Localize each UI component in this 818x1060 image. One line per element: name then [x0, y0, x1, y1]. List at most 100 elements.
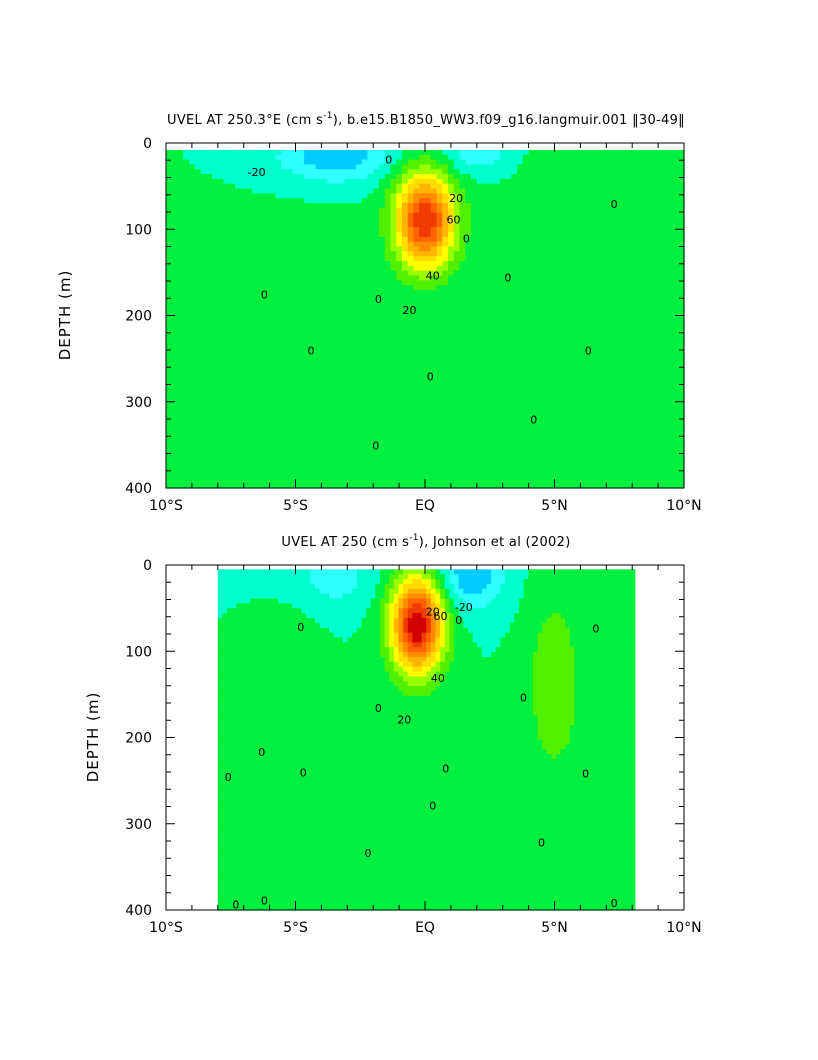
field-cell — [494, 420, 501, 426]
field-cell — [551, 444, 558, 450]
field-cell — [252, 164, 259, 170]
field-cell — [522, 304, 530, 310]
field-cell — [436, 289, 443, 296]
field-cell — [442, 420, 449, 426]
field-cell — [246, 439, 253, 446]
field-cell — [517, 232, 524, 238]
field-cell — [401, 174, 409, 180]
field-cell — [166, 338, 173, 344]
field-cell — [373, 454, 380, 460]
field-cell — [166, 473, 173, 479]
field-cell — [171, 260, 179, 267]
field-cell — [488, 275, 495, 281]
field-cell — [217, 318, 225, 325]
field-cell — [246, 483, 253, 489]
field-cell — [252, 362, 259, 368]
field-cell — [194, 483, 202, 489]
field-cell — [534, 154, 541, 161]
field-cell — [321, 289, 328, 296]
field-cell — [327, 459, 334, 465]
field-cell — [471, 289, 478, 296]
field-cell — [355, 314, 363, 320]
field-cell — [534, 425, 541, 431]
field-cell — [568, 207, 576, 214]
field-cell — [321, 318, 328, 325]
field-cell — [528, 289, 535, 296]
field-cell — [494, 183, 501, 190]
field-cell — [482, 236, 489, 243]
field-cell — [494, 338, 501, 344]
field-cell — [540, 323, 547, 330]
field-cell — [298, 318, 305, 325]
field-cell — [344, 159, 351, 165]
field-cell — [401, 318, 409, 325]
field-cell — [476, 362, 484, 368]
field-cell — [378, 478, 386, 484]
field-cell — [229, 381, 236, 388]
field-cell — [453, 256, 461, 262]
field-cell — [390, 372, 397, 378]
field-cell — [517, 236, 524, 243]
field-cell — [568, 468, 576, 475]
field-cell — [430, 304, 438, 310]
field-cell — [545, 270, 553, 277]
field-cell — [401, 178, 409, 185]
field-cell — [453, 396, 461, 402]
field-cell — [350, 343, 357, 349]
field-cell — [166, 227, 173, 233]
field-cell — [166, 212, 173, 219]
field-cell — [568, 294, 576, 301]
field-cell — [367, 415, 374, 421]
field-cell — [269, 468, 276, 475]
field-cell — [189, 420, 196, 426]
field-cell — [563, 454, 570, 460]
field-cell — [407, 164, 415, 170]
field-cell — [252, 439, 259, 446]
field-cell — [321, 188, 328, 194]
field-cell — [511, 425, 518, 431]
field-cell — [200, 463, 207, 470]
field-cell — [344, 391, 351, 397]
field-cell — [401, 222, 409, 228]
field-cell — [430, 232, 438, 238]
field-cell — [309, 376, 317, 383]
field-cell — [367, 212, 374, 219]
field-cell — [189, 381, 196, 388]
field-cell — [378, 439, 386, 446]
field-cell — [194, 444, 202, 450]
field-cell — [350, 285, 357, 291]
field-cell — [557, 483, 564, 489]
field-cell — [200, 430, 207, 436]
field-cell — [235, 430, 242, 436]
field-cell — [327, 256, 334, 262]
field-cell — [476, 483, 484, 489]
field-cell — [384, 289, 392, 296]
field-cell — [442, 265, 449, 272]
field-cell — [517, 376, 524, 383]
field-cell — [378, 193, 386, 199]
field-cell — [378, 396, 386, 402]
field-cell — [482, 164, 489, 170]
field-cell — [459, 362, 466, 368]
field-cell — [166, 396, 173, 402]
field-cell — [350, 270, 357, 277]
field-cell — [413, 478, 420, 484]
field-cell — [183, 207, 190, 214]
field-cell — [568, 352, 576, 359]
field-cell — [545, 367, 553, 373]
field-cell — [194, 203, 202, 209]
field-cell — [396, 328, 403, 335]
field-cell — [390, 459, 397, 465]
field-cell — [407, 246, 415, 252]
field-cell — [453, 212, 461, 219]
field-cell — [563, 478, 570, 484]
field-cell — [378, 333, 386, 339]
field-cell — [189, 270, 196, 277]
field-cell — [263, 410, 271, 417]
field-cell — [499, 328, 507, 335]
field-cell — [332, 468, 340, 475]
field-cell — [315, 285, 322, 291]
field-cell — [212, 299, 219, 306]
field-cell — [378, 246, 386, 252]
field-cell — [367, 362, 374, 368]
